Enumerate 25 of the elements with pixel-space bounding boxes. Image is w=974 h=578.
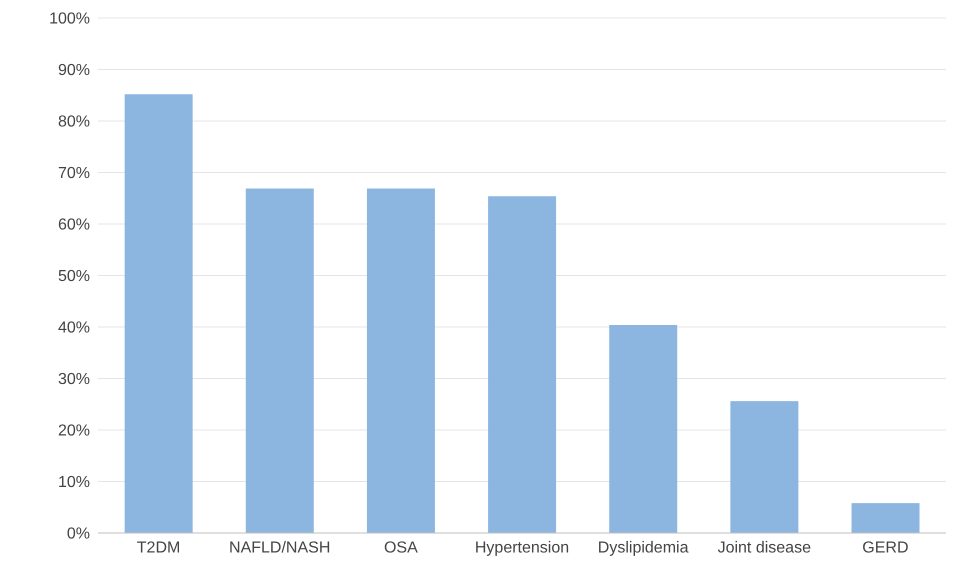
y-tick-label: 20%	[58, 422, 90, 440]
y-tick-label: 0%	[66, 526, 90, 543]
x-tick-label: Dyslipidemia	[598, 539, 689, 556]
y-tick-label: 40%	[58, 320, 90, 337]
x-tick-label: Hypertension	[474, 539, 570, 556]
x-tick-label: OSA	[384, 539, 418, 556]
x-tick-label: GERD	[862, 539, 909, 556]
bar	[246, 188, 314, 533]
y-tick-label: 50%	[58, 268, 90, 286]
y-tick-label: 10%	[58, 474, 90, 492]
y-tick-label: 90%	[58, 62, 90, 80]
bar	[366, 188, 435, 533]
x-tick-label: NAFLD/NASH	[229, 539, 330, 556]
y-tick-label: 30%	[58, 371, 90, 388]
x-tick-label: Joint disease	[718, 539, 812, 556]
y-tick-label: 70%	[58, 165, 90, 182]
bar	[730, 401, 798, 533]
bar	[852, 503, 920, 533]
y-tick-label: 60%	[58, 216, 90, 234]
bar	[124, 94, 193, 533]
bar	[609, 324, 678, 533]
bar	[488, 196, 556, 533]
y-tick-label: 80%	[58, 114, 90, 131]
y-tick-label: 100%	[49, 10, 90, 28]
x-tick-label: T2DM	[136, 539, 180, 556]
